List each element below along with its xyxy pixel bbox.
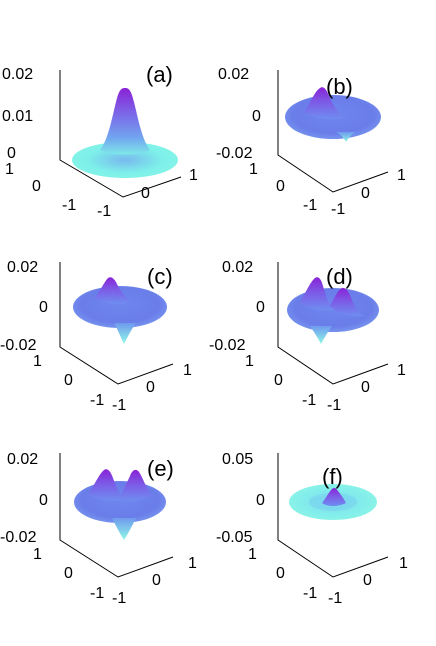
panel-label: (e) bbox=[147, 456, 174, 481]
y-tick-0: 0 bbox=[64, 565, 73, 582]
z-tick-mid: 0 bbox=[256, 492, 265, 509]
x-tick-neg1: -1 bbox=[112, 397, 126, 414]
axis-lines bbox=[277, 70, 389, 193]
y-tick-1: 1 bbox=[5, 161, 14, 178]
z-tick-mid: 0.01 bbox=[2, 108, 33, 125]
surface-dip bbox=[310, 326, 332, 344]
x-tick-neg1: -1 bbox=[112, 590, 126, 607]
surface-dip bbox=[336, 132, 356, 142]
z-tick-bottom: -0.02 bbox=[0, 529, 37, 546]
surface-peak bbox=[322, 487, 346, 506]
y-tick-0: 0 bbox=[64, 372, 73, 389]
x-tick-1: 1 bbox=[188, 555, 197, 572]
y-tick-1: 1 bbox=[248, 546, 257, 563]
z-tick-bottom: 0 bbox=[7, 145, 16, 162]
panel-f: 0.05 0 -0.05 1 0 -1 -1 0 1 (f) bbox=[216, 451, 408, 607]
z-tick-bottom: -0.02 bbox=[0, 337, 37, 354]
x-tick-neg1: -1 bbox=[328, 590, 342, 607]
axis-lines bbox=[59, 453, 174, 578]
surface-peak bbox=[94, 277, 132, 305]
y-tick-0: 0 bbox=[274, 372, 283, 389]
surface-disk bbox=[74, 481, 166, 523]
panel-label: (f) bbox=[322, 464, 343, 489]
x-tick-1: 1 bbox=[189, 167, 198, 184]
y-tick-neg1: -1 bbox=[90, 392, 104, 409]
x-tick-0: 0 bbox=[361, 379, 370, 396]
z-tick-top: 0.02 bbox=[7, 259, 38, 276]
z-tick-top: 0.02 bbox=[7, 451, 38, 468]
x-tick-0: 0 bbox=[152, 572, 161, 589]
y-tick-1: 1 bbox=[33, 546, 42, 563]
axis-lines bbox=[59, 70, 182, 198]
x-tick-0: 0 bbox=[363, 572, 372, 589]
x-tick-1: 1 bbox=[183, 362, 192, 379]
y-tick-1: 1 bbox=[245, 353, 254, 370]
z-tick-mid: 0 bbox=[39, 492, 48, 509]
panel-label: (d) bbox=[326, 264, 353, 289]
z-tick-bottom: -0.02 bbox=[216, 145, 253, 162]
panel-a: 0.02 0.01 0 1 0 -1 -1 0 1 (a) bbox=[2, 62, 198, 220]
z-tick-mid: 0 bbox=[256, 299, 265, 316]
surface-peak-right bbox=[117, 469, 152, 502]
y-tick-1: 1 bbox=[249, 161, 258, 178]
surface-peak-left bbox=[88, 469, 124, 501]
y-tick-neg1: -1 bbox=[90, 585, 104, 602]
z-tick-mid: 0 bbox=[252, 108, 261, 125]
surface-peak bbox=[100, 88, 150, 155]
y-tick-0: 0 bbox=[276, 565, 285, 582]
x-tick-0: 0 bbox=[361, 185, 370, 202]
z-tick-top: 0.02 bbox=[222, 259, 253, 276]
x-tick-1: 1 bbox=[397, 167, 406, 184]
z-tick-top: 0.02 bbox=[218, 66, 249, 83]
z-tick-top: 0.02 bbox=[2, 66, 33, 83]
x-tick-1: 1 bbox=[397, 362, 406, 379]
panel-label: (c) bbox=[147, 264, 173, 289]
surface-peak bbox=[304, 87, 345, 120]
x-tick-1: 1 bbox=[399, 555, 408, 572]
x-tick-neg1: -1 bbox=[327, 397, 341, 414]
panel-b: 0.02 0 -0.02 1 0 -1 -1 0 1 (b) bbox=[216, 66, 406, 218]
surface-dip bbox=[112, 518, 136, 540]
z-tick-bottom: -0.02 bbox=[209, 337, 246, 354]
surface-peak-left bbox=[300, 277, 334, 311]
panel-label: (a) bbox=[146, 62, 173, 87]
z-tick-bottom: -0.05 bbox=[216, 529, 253, 546]
x-tick-neg1: -1 bbox=[97, 203, 111, 220]
axis-lines bbox=[277, 453, 389, 578]
x-tick-neg1: -1 bbox=[331, 201, 345, 218]
surface-dip bbox=[114, 323, 136, 344]
axis-lines bbox=[277, 262, 389, 385]
surface-peak-right bbox=[330, 287, 364, 317]
y-tick-neg1: -1 bbox=[302, 392, 316, 409]
x-tick-0: 0 bbox=[146, 379, 155, 396]
z-tick-mid: 0 bbox=[39, 299, 48, 316]
surface-disk bbox=[72, 142, 178, 178]
y-tick-neg1: -1 bbox=[303, 585, 317, 602]
x-tick-0: 0 bbox=[141, 185, 150, 202]
y-tick-1: 1 bbox=[33, 353, 42, 370]
panel-e: 0.02 0 -0.02 1 0 -1 -1 0 1 (e) bbox=[0, 451, 197, 607]
y-tick-0: 0 bbox=[32, 178, 41, 195]
y-tick-0: 0 bbox=[276, 178, 285, 195]
panel-label: (b) bbox=[326, 74, 353, 99]
panel-d: 0.02 0 -0.02 1 0 -1 -1 0 1 (d) bbox=[209, 259, 406, 414]
y-tick-neg1: -1 bbox=[62, 197, 76, 214]
y-tick-neg1: -1 bbox=[303, 197, 317, 214]
panel-c: 0.02 0 -0.02 1 0 -1 -1 0 1 (c) bbox=[0, 259, 192, 414]
axis-lines bbox=[59, 262, 174, 385]
z-tick-top: 0.05 bbox=[222, 451, 253, 468]
